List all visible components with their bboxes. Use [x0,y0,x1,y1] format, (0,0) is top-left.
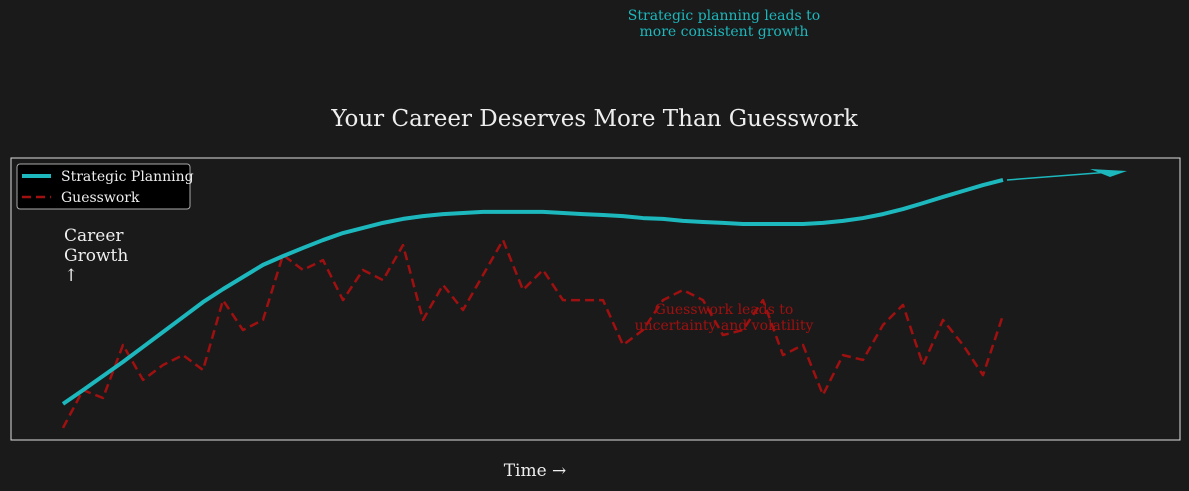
series-line [61,238,1005,429]
legend-label: Strategic Planning [61,169,194,185]
annotation: Strategic planning leads to more consist… [627,8,821,40]
legend-label: Guesswork [61,190,140,206]
legend: Strategic Planning Guesswork [16,163,194,210]
arrow-head [1090,169,1127,177]
annotation: Guesswork leads to uncertainty and volat… [634,302,814,334]
series-line [61,178,1004,406]
legend-box [16,163,191,210]
chart-title: Your Career Deserves More Than Guesswork [331,106,858,132]
plot-frame [10,157,1181,441]
y-axis-label: Career Growth ↑ [64,226,129,286]
annotation-arrow [1006,171,1111,181]
x-axis-label: Time → [503,461,567,481]
